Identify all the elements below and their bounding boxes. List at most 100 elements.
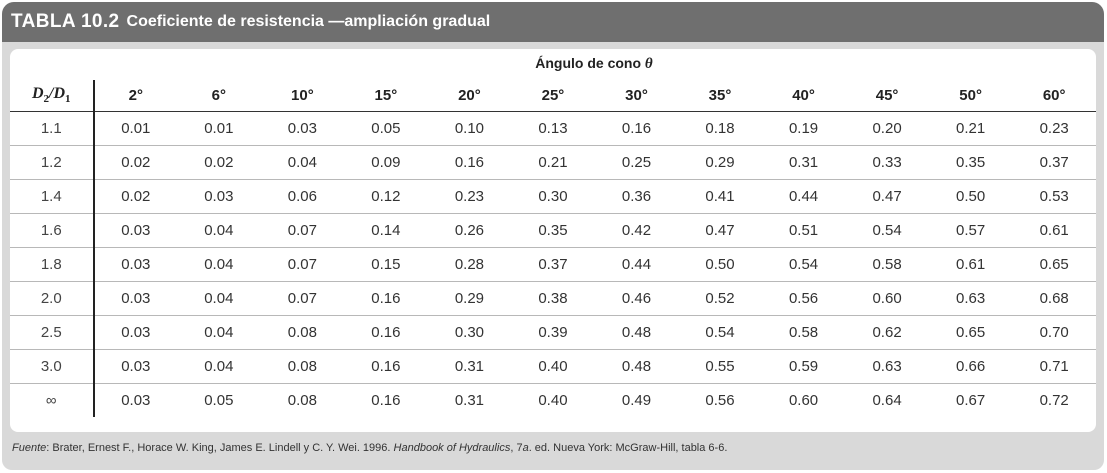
column-header: 40°: [761, 80, 846, 112]
coefficient-cell: 0.65: [928, 315, 1013, 350]
group-header-row: Ángulo de cono θ: [10, 49, 1096, 79]
table-body: 1.1 0.01 0.01 0.03 0.05 0.10 0.13 0.16 0.18 0.19 0…: [10, 111, 1096, 417]
ratio-cell: 1.2: [10, 145, 95, 180]
coefficient-cell: 0.66: [928, 349, 1013, 384]
coefficient-cell: 0.01: [177, 111, 261, 146]
coefficient-cell: 0.06: [260, 179, 345, 214]
ratio-cell: 3.0: [10, 349, 95, 384]
coefficient-cell: 0.37: [511, 247, 595, 282]
coefficient-cell: 0.71: [1012, 349, 1096, 384]
coefficient-cell: 0.03: [260, 111, 345, 146]
coefficient-cell: 0.47: [678, 213, 762, 248]
coefficient-cell: 0.21: [928, 111, 1013, 146]
table-row: 1.1 0.01 0.01 0.03 0.05 0.10 0.13 0.16 0.18 0.19 0…: [10, 111, 1096, 146]
ratio-cell: 1.4: [10, 179, 95, 214]
column-header: 15°: [344, 80, 428, 112]
coefficient-cell: 0.50: [678, 247, 762, 282]
coefficient-cell: 0.04: [177, 281, 261, 316]
resistance-table: D2/D1 2° 6° 10° 15° 20° 25° 30° 35° 40° 45° 50° 60°…: [10, 80, 1096, 417]
coefficient-cell: 0.03: [177, 179, 261, 214]
coefficient-cell: 0.61: [928, 247, 1013, 282]
coefficient-cell: 0.47: [845, 179, 929, 214]
coefficient-cell: 0.16: [427, 145, 512, 180]
column-header: 35°: [678, 80, 762, 112]
coefficient-cell: 0.63: [928, 281, 1013, 316]
coefficient-cell: 0.08: [260, 349, 345, 384]
coefficient-cell: 0.37: [1012, 145, 1096, 180]
coefficient-cell: 0.07: [260, 213, 345, 248]
coefficient-cell: 0.60: [845, 281, 929, 316]
coefficient-cell: 0.70: [1012, 315, 1096, 350]
table-row: 1.2 0.02 0.02 0.04 0.09 0.16 0.21 0.25 0.29 0.31 0…: [10, 145, 1096, 180]
coefficient-cell: 0.63: [845, 349, 929, 384]
coefficient-cell: 0.36: [594, 179, 679, 214]
coefficient-cell: 0.61: [1012, 213, 1096, 248]
coefficient-cell: 0.05: [344, 111, 428, 146]
coefficient-cell: 0.53: [1012, 179, 1096, 214]
coefficient-cell: 0.60: [788, 392, 819, 409]
coefficient-cell: 0.07: [260, 247, 345, 282]
coefficient-cell: 0.03: [93, 349, 178, 384]
coefficient-cell: 0.40: [511, 349, 595, 384]
table-title: Coeficiente de resistencia —ampliación g…: [126, 13, 491, 30]
coefficient-cell: 0.72: [1039, 392, 1069, 409]
coefficient-cell: 0.56: [761, 281, 846, 316]
coefficient-cell: 0.46: [594, 281, 679, 316]
ratio-cell: 2.5: [10, 315, 95, 350]
coefficient-cell: 0.04: [177, 213, 261, 248]
table-row: 2.5 0.03 0.04 0.08 0.16 0.30 0.39 0.48 0.54 0.58 0…: [10, 315, 1096, 350]
coefficient-cell: 0.30: [511, 179, 595, 214]
coefficient-cell: 0.02: [93, 145, 178, 180]
table-row: 3.0 0.03 0.04 0.08 0.16 0.31 0.40 0.48 0.55 0.59 0…: [10, 349, 1096, 384]
coefficient-cell: 0.62: [845, 315, 929, 350]
coefficient-cell: 0.30: [427, 315, 512, 350]
coefficient-cell: 0.18: [678, 111, 762, 146]
table-row: 1.6 0.03 0.04 0.07 0.14 0.26 0.35 0.42 0.47 0.51 0…: [10, 213, 1096, 248]
coefficient-cell: 0.52: [678, 281, 762, 316]
coefficient-cell: 0.31: [454, 392, 485, 409]
column-header: 6°: [177, 80, 261, 112]
coefficient-cell: 0.23: [1012, 111, 1096, 146]
coefficient-cell: 0.16: [344, 349, 428, 384]
coefficient-cell: 0.03: [93, 247, 178, 282]
coefficient-cell: 0.04: [177, 315, 261, 350]
coefficient-cell: 0.54: [678, 315, 762, 350]
coefficient-cell: 0.28: [427, 247, 512, 282]
coefficient-cell: 0.16: [344, 281, 428, 316]
coefficient-cell: 0.55: [678, 349, 762, 384]
coefficient-cell: 0.51: [761, 213, 846, 248]
coefficient-cell: 0.15: [344, 247, 428, 282]
coefficient-cell: 0.48: [594, 315, 679, 350]
column-header: 2°: [93, 80, 178, 112]
stub-header: D2/D1: [10, 80, 95, 112]
ratio-cell: 1.1: [10, 111, 95, 146]
table-panel: Ángulo de cono θ D2/D1 2° 6° 10° 15° 20° 25° 3…: [10, 49, 1096, 432]
coefficient-cell: 0.54: [845, 213, 929, 248]
coefficient-cell: 0.20: [845, 111, 929, 146]
coefficient-cell: 0.59: [761, 349, 846, 384]
coefficient-cell: 0.07: [260, 281, 345, 316]
coefficient-cell: 0.56: [705, 392, 735, 409]
coefficient-cell: 0.23: [427, 179, 512, 214]
ratio-cell: 1.6: [10, 213, 95, 248]
coefficient-cell: 0.44: [761, 179, 846, 214]
coefficient-cell: 0.58: [761, 315, 846, 350]
coefficient-cell: 0.02: [93, 179, 178, 214]
table-row: 1.8 0.03 0.04 0.07 0.15 0.28 0.37 0.44 0.50 0.54 0…: [10, 247, 1096, 282]
ratio-cell: 1.8: [10, 247, 95, 282]
column-header: 45°: [845, 80, 929, 112]
column-header: 30°: [594, 80, 679, 112]
theta-symbol: θ: [644, 56, 653, 72]
coefficient-cell: 0.42: [594, 213, 679, 248]
coefficient-cell: 0.16: [371, 392, 401, 409]
coefficient-cell: 0.25: [594, 145, 679, 180]
coefficient-cell: 0.31: [427, 349, 512, 384]
column-header: 20°: [427, 80, 512, 112]
coefficient-cell: 0.41: [678, 179, 762, 214]
coefficient-cell: 0.68: [1012, 281, 1096, 316]
coefficient-cell: 0.19: [761, 111, 846, 146]
coefficient-cell: 0.29: [678, 145, 762, 180]
table-title-bar: TABLA 10.2 Coeficiente de resistencia —a…: [2, 2, 1104, 42]
coefficient-cell: 0.31: [761, 145, 846, 180]
